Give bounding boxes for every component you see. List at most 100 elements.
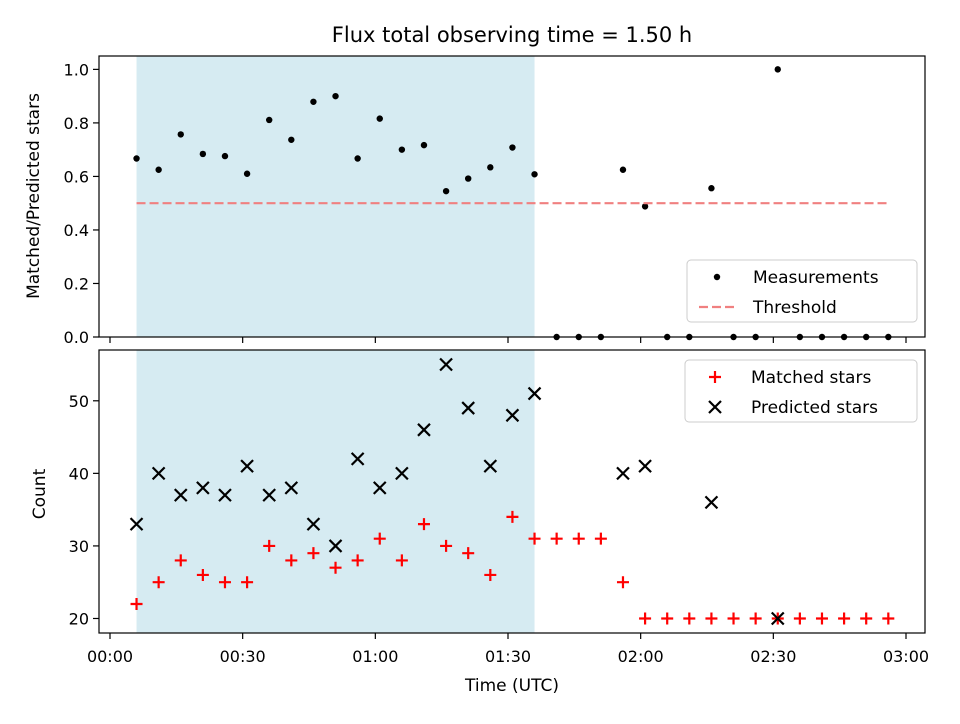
predicted-star-point bbox=[616, 466, 630, 481]
predicted-star-point bbox=[350, 452, 365, 466]
legend-measurement-swatch bbox=[713, 273, 721, 281]
predicted-star-point bbox=[439, 357, 453, 372]
bottom-y-tick-label: 50 bbox=[69, 392, 89, 411]
measurement-point bbox=[332, 92, 339, 100]
measurement-point bbox=[398, 146, 406, 153]
predicted-star-point bbox=[704, 495, 719, 510]
bottom-y-axis-label: Count bbox=[30, 468, 50, 519]
matched-star-point bbox=[484, 568, 497, 581]
predicted-star-point bbox=[527, 386, 542, 401]
x-tick-label: 01:00 bbox=[352, 647, 398, 666]
matched-star-point bbox=[417, 518, 430, 531]
bottom-shaded-region bbox=[136, 350, 535, 633]
matched-star-point bbox=[218, 576, 231, 589]
measurement-point bbox=[310, 98, 317, 105]
legend-entry-label: Matched stars bbox=[751, 368, 871, 388]
measurement-point bbox=[774, 66, 781, 73]
matched-star-point bbox=[860, 612, 873, 625]
matched-star-point bbox=[395, 554, 408, 567]
predicted-star-point bbox=[328, 539, 343, 553]
predicted-star-point bbox=[461, 401, 475, 415]
legend-entry-label: Measurements bbox=[753, 268, 879, 288]
matched-star-point bbox=[594, 532, 607, 545]
predicted-star-point bbox=[372, 481, 387, 495]
matched-star-point bbox=[838, 612, 851, 625]
measurement-point bbox=[465, 175, 472, 182]
chart-title: Flux total observing time = 1.50 h bbox=[332, 23, 692, 47]
predicted-star-point bbox=[196, 481, 210, 495]
x-tick-label: 01:30 bbox=[485, 647, 531, 666]
predicted-star-point bbox=[483, 459, 498, 473]
x-tick-label: 00:00 bbox=[87, 647, 133, 666]
matched-star-point bbox=[793, 612, 806, 625]
x-axis-label: Time (UTC) bbox=[464, 676, 559, 696]
matched-star-point bbox=[572, 532, 585, 545]
matched-star-point bbox=[616, 576, 629, 589]
matched-star-point bbox=[152, 576, 165, 589]
matched-star-point bbox=[196, 568, 209, 581]
top-y-tick-label: 0.0 bbox=[64, 328, 89, 347]
matched-star-point bbox=[263, 539, 276, 552]
measurement-point bbox=[221, 152, 229, 160]
top-shaded-region bbox=[136, 56, 535, 337]
matched-star-point bbox=[373, 532, 386, 545]
predicted-star-point bbox=[262, 488, 276, 502]
matched-star-point bbox=[550, 532, 563, 545]
matched-star-point bbox=[705, 612, 718, 625]
x-tick-label: 00:30 bbox=[220, 647, 266, 666]
bottom-legend-box bbox=[684, 359, 918, 423]
matched-star-point bbox=[528, 532, 541, 545]
matched-star-point bbox=[882, 612, 895, 625]
matched-star-point bbox=[683, 612, 696, 625]
matched-star-point bbox=[506, 510, 519, 523]
top-y-tick-label: 0.8 bbox=[64, 114, 89, 133]
measurement-point bbox=[177, 131, 184, 138]
matched-star-point bbox=[329, 561, 342, 574]
legend-matched-swatch bbox=[709, 371, 721, 383]
legend-predicted-swatch bbox=[708, 400, 722, 414]
predicted-star-point bbox=[770, 611, 785, 626]
bottom-y-tick-label: 30 bbox=[69, 537, 89, 556]
measurement-point bbox=[266, 116, 273, 124]
matched-star-point bbox=[285, 554, 298, 567]
measurement-point bbox=[509, 144, 516, 151]
measurement-point bbox=[619, 166, 627, 173]
measurement-point bbox=[641, 203, 649, 210]
matched-star-point bbox=[241, 576, 254, 589]
legend-entry-label: Predicted stars bbox=[751, 398, 878, 418]
measurement-point bbox=[708, 185, 715, 192]
x-tick-label: 02:30 bbox=[750, 647, 796, 666]
bottom-axes-frame bbox=[98, 349, 926, 634]
matched-star-point bbox=[815, 612, 828, 625]
measurement-point bbox=[133, 155, 140, 162]
matched-star-point bbox=[130, 597, 143, 610]
top-panel: 0.0 0.2 0.4 0.6 0.8 1.0 Measurements Threshold bbox=[64, 55, 926, 347]
measurement-point bbox=[155, 166, 162, 173]
matched-star-point bbox=[462, 547, 475, 560]
measurement-point bbox=[531, 171, 538, 178]
measurement-point bbox=[199, 150, 207, 158]
predicted-star-point bbox=[417, 423, 431, 437]
bottom-y-tick-label: 40 bbox=[69, 464, 89, 483]
top-y-tick-label: 1.0 bbox=[64, 60, 89, 79]
matched-star-point bbox=[727, 612, 740, 625]
top-y-tick-label: 0.4 bbox=[64, 221, 89, 240]
bottom-panel: 20 30 40 50 00:00 00:30 01:00 01:30 02:00 02:30 03… bbox=[69, 349, 929, 666]
predicted-star-point bbox=[151, 466, 166, 481]
matched-star-point bbox=[440, 539, 453, 552]
measurement-point bbox=[354, 155, 361, 162]
measurement-point bbox=[243, 170, 251, 177]
predicted-star-point bbox=[173, 488, 188, 502]
predicted-star-point bbox=[395, 466, 409, 481]
predicted-star-point bbox=[240, 459, 254, 473]
measurement-point bbox=[376, 115, 383, 122]
predicted-star-point bbox=[638, 459, 652, 473]
x-tick-label: 03:00 bbox=[883, 647, 929, 666]
matched-star-point bbox=[351, 554, 364, 567]
matched-star-point bbox=[174, 554, 187, 567]
predicted-star-point bbox=[284, 481, 299, 495]
measurement-point bbox=[487, 164, 494, 171]
bottom-y-tick-label: 20 bbox=[69, 609, 89, 628]
measurement-point bbox=[442, 187, 450, 195]
